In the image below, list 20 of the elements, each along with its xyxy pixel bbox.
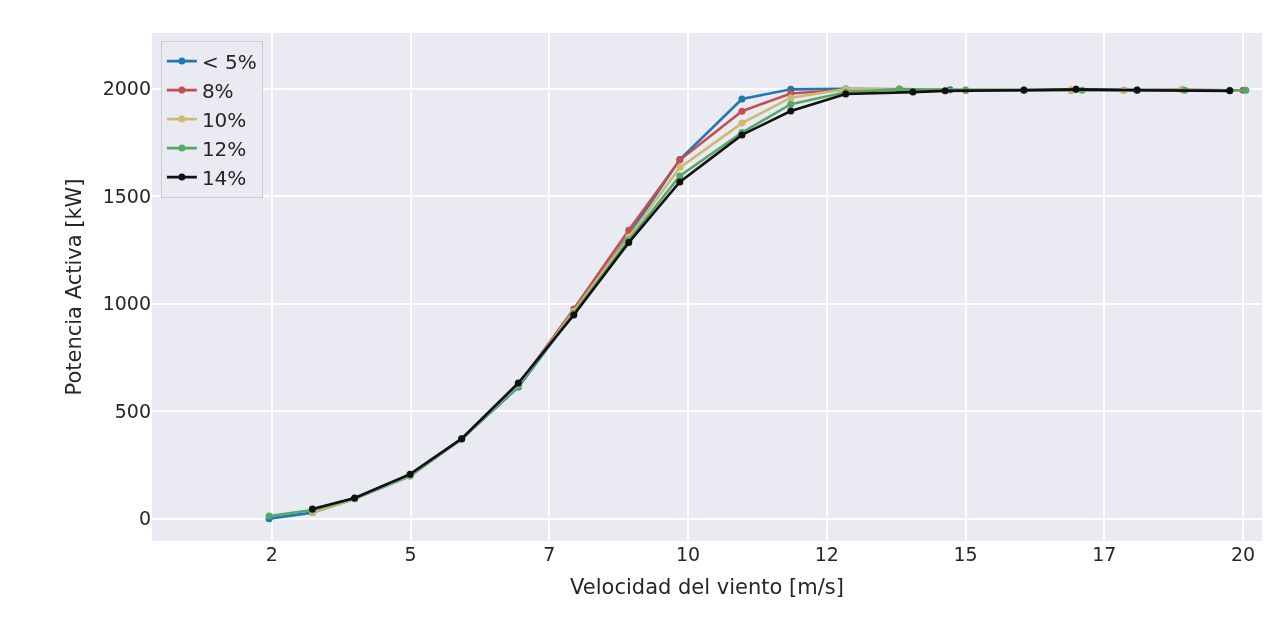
x-tick-label: 12 — [814, 543, 839, 565]
legend-label: < 5% — [201, 49, 257, 74]
legend-label: 12% — [201, 136, 247, 161]
x-tick-label: 7 — [543, 543, 556, 565]
x-axis-title: Velocidad del viento [m/s] — [570, 575, 844, 600]
y-axis-title: Potencia Activa [kW] — [61, 178, 86, 396]
legend-label: 14% — [201, 165, 247, 190]
y-tick-label: 0 — [138, 507, 151, 530]
x-tick-label: 10 — [676, 543, 701, 565]
y-tick-label: 500 — [114, 399, 151, 422]
x-tick-label: 17 — [1092, 543, 1117, 565]
y-tick-label: 1000 — [102, 292, 151, 315]
y-tick-label: 2000 — [102, 77, 151, 100]
legend-label: 10% — [201, 107, 247, 132]
x-tick-label: 20 — [1231, 543, 1256, 565]
legend-label: 8% — [201, 78, 234, 103]
x-tick-label: 5 — [404, 543, 417, 565]
x-tick-label: 2 — [265, 543, 278, 565]
x-tick-label: 15 — [953, 543, 978, 565]
y-tick-label: 1500 — [102, 184, 151, 207]
